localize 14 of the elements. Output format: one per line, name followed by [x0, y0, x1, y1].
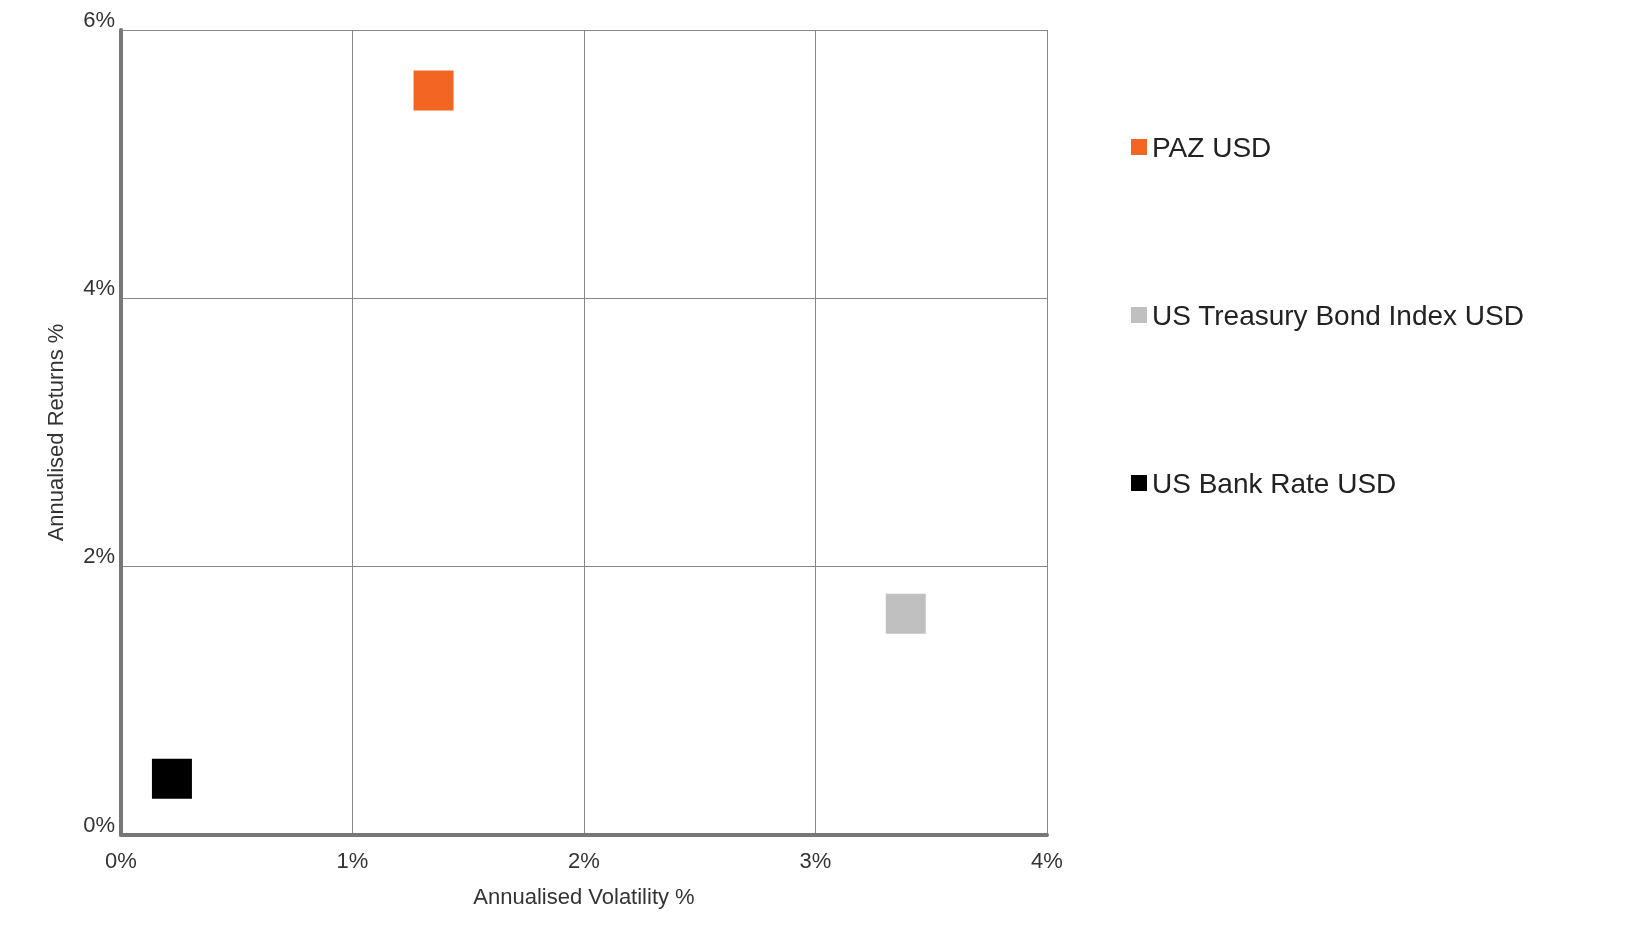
y-tick-label: 6% — [83, 6, 115, 32]
legend-label: US Bank Rate USD — [1152, 467, 1397, 499]
legend-label: PAZ USD — [1152, 131, 1272, 163]
x-tick-label: 4% — [1031, 847, 1063, 873]
y-tick-label: 4% — [83, 274, 115, 300]
x-tick-label: 2% — [568, 847, 600, 873]
legend-label: US Treasury Bond Index USD — [1152, 299, 1524, 331]
x-tick-label: 3% — [799, 847, 832, 873]
y-axis-title: Annualised Returns % — [42, 323, 68, 542]
x-tick-label: 0% — [105, 847, 137, 873]
x-tick-label: 1% — [336, 847, 369, 873]
x-axis-title: Annualised Volatility % — [473, 883, 695, 909]
y-tick-label: 2% — [83, 543, 115, 569]
y-tick-label: 0% — [83, 811, 115, 837]
